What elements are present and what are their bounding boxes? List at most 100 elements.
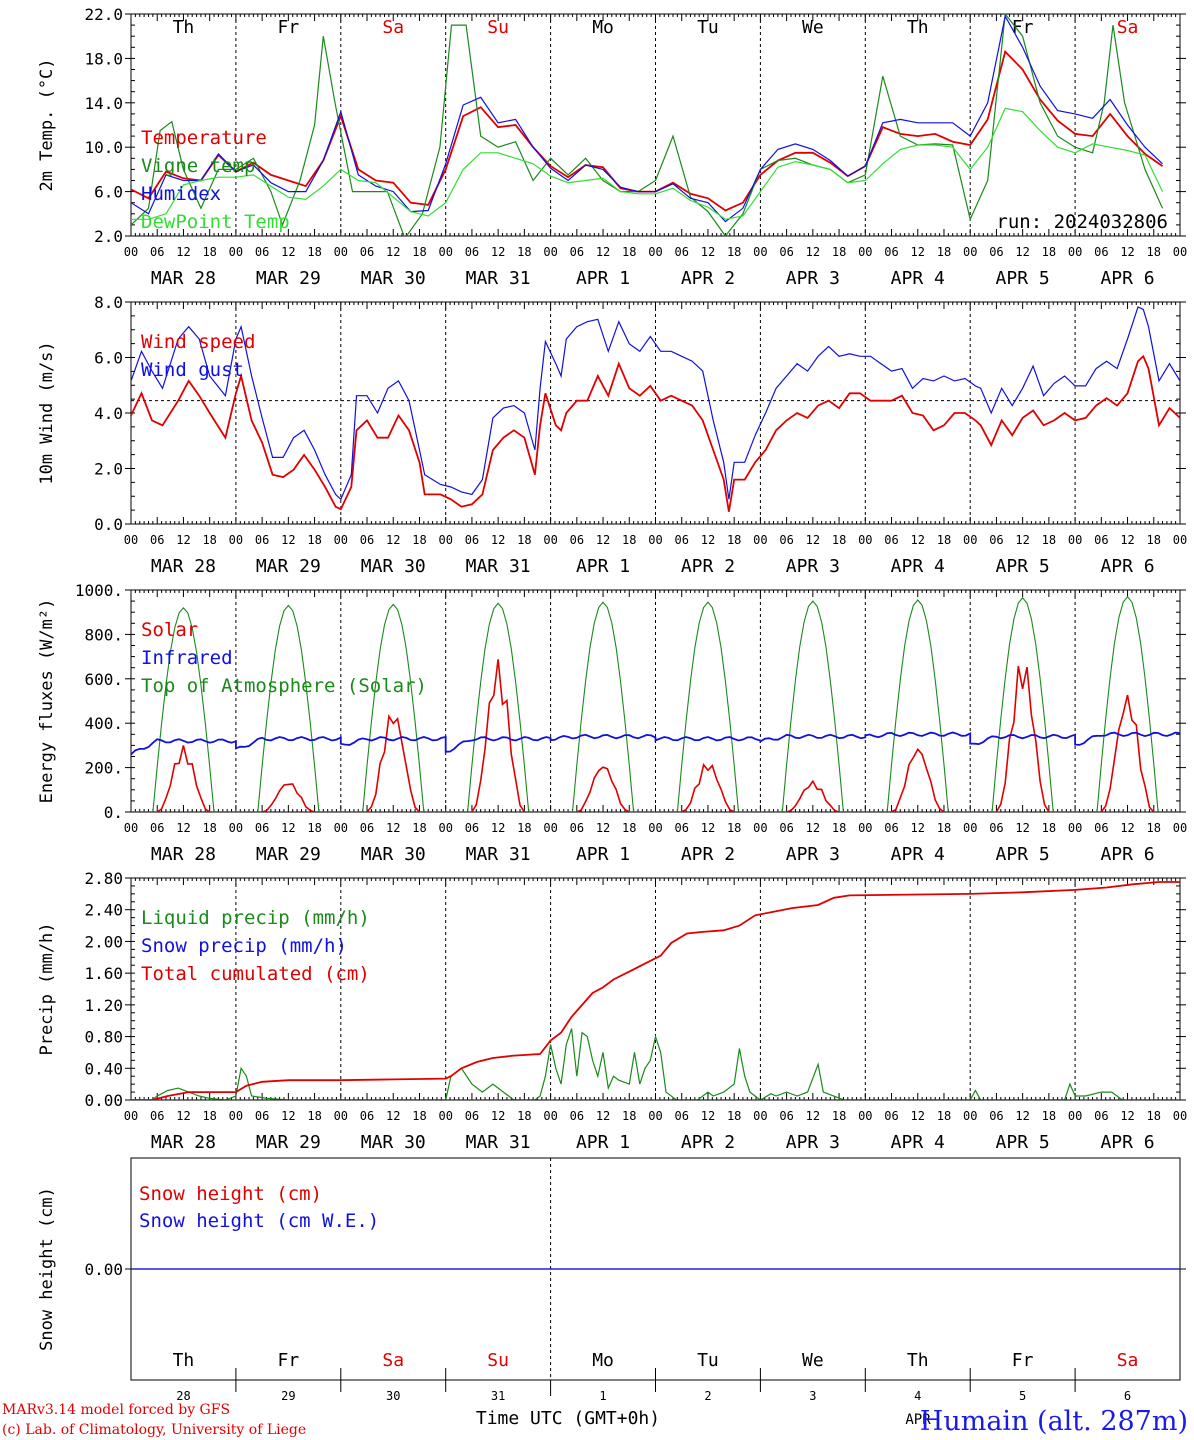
run-label: run: 2024032806 [996,211,1168,233]
hour-label: 12 [176,245,190,259]
hour-label: 18 [307,821,321,835]
hour-label: 00 [438,821,452,835]
hour-label: 00 [543,533,557,547]
hour-label: 18 [202,533,216,547]
hour-label: 06 [465,1109,479,1123]
hour-label: 00 [124,533,138,547]
y-tick-label: 2.80 [84,869,123,888]
energy-flux-panel: 1000. 800. 600. 400. 200. 0. Energy fluxes (W/… [37,581,1187,865]
hour-label: 18 [937,245,951,259]
y-tick-label: 0. [104,803,123,822]
y-tick-label: 200. [84,759,123,778]
hour-label: 00 [334,245,348,259]
x-axis-title: Time UTC (GMT+0h) [476,1408,660,1429]
hour-label: 00 [648,533,662,547]
hour-label: 12 [176,533,190,547]
hour-label: 12 [911,821,925,835]
snow-height-panel: 0.00 Snow height (cm) Snow height (cm) Snow… [37,1157,1186,1403]
day-name: Sa [1117,17,1139,38]
y-tick-label: 0.0 [94,515,123,534]
hour-label: 06 [989,821,1003,835]
hour-label: 18 [622,533,636,547]
y-axis-title: Precip (mm/h) [37,922,57,1055]
hour-label: 00 [753,821,767,835]
hour-label: 12 [701,533,715,547]
hour-label: 00 [124,1109,138,1123]
hour-label: 00 [543,245,557,259]
hour-label: 18 [937,533,951,547]
hour-label: 12 [281,245,295,259]
hour-label: 12 [701,821,715,835]
date-label: APR 2 [681,844,735,865]
hour-label: 18 [832,1109,846,1123]
date-label: APR 6 [1100,844,1154,865]
hour-label: 18 [1042,245,1056,259]
y-tick-label: 600. [84,670,123,689]
hour-label: 06 [989,245,1003,259]
day-number: 3 [809,1389,816,1403]
hour-label: 00 [858,533,872,547]
date-label: MAR 31 [466,844,531,865]
date-label: APR 4 [891,268,945,289]
y-tick-label: 14.0 [84,94,123,113]
series-lines [131,595,1180,812]
hour-label: 00 [858,1109,872,1123]
date-label: MAR 29 [256,556,321,577]
y-tick-label: 1.60 [84,964,123,983]
hour-label: 06 [674,245,688,259]
y-tick-label: 2.00 [84,932,123,951]
legend-entry: Humidex [141,183,221,205]
hour-label: 12 [176,1109,190,1123]
hour-label: 06 [1094,245,1108,259]
date-label: APR 4 [891,1132,945,1153]
hour-label: 00 [753,1109,767,1123]
date-label: MAR 30 [361,844,426,865]
hour-label: 00 [124,245,138,259]
hour-label: 18 [307,533,321,547]
hour-label: 00 [334,533,348,547]
hour-label: 18 [1042,1109,1056,1123]
precip-panel: 2.80 2.40 2.00 1.60 1.20 0.80 0.40 0.00 Precip (… [37,869,1187,1153]
hour-label: 18 [517,245,531,259]
day-name: Sa [382,1350,404,1371]
day-name: Su [487,17,509,38]
hour-label: 00 [438,245,452,259]
hour-label: 12 [701,245,715,259]
hour-label: 00 [648,1109,662,1123]
hour-label: 18 [202,1109,216,1123]
hour-label: 06 [150,533,164,547]
day-name: We [802,17,824,38]
hour-label: 18 [517,1109,531,1123]
date-label: MAR 29 [256,268,321,289]
y-tick-label: 8.0 [94,293,123,312]
hour-label: 18 [727,245,741,259]
hour-label: 12 [1015,1109,1029,1123]
date-label: MAR 29 [256,844,321,865]
day-name: Tu [697,17,719,38]
hour-label: 06 [255,245,269,259]
hour-label: 00 [1173,533,1187,547]
date-label: MAR 28 [151,844,216,865]
legend-entry: Snow precip (mm/h) [141,935,347,957]
y-axis-title: 10m Wind (m/s) [37,341,57,484]
hour-label: 06 [360,245,374,259]
hour-label: 18 [412,1109,426,1123]
hour-label: 18 [1147,245,1161,259]
day-name: Sa [382,17,404,38]
day-name: Th [173,1350,195,1371]
hour-label: 18 [727,1109,741,1123]
date-label: APR 5 [996,844,1050,865]
date-label: MAR 31 [466,1132,531,1153]
hour-label: 06 [674,821,688,835]
date-label: APR 3 [786,556,840,577]
hour-label: 12 [386,821,400,835]
liquid-precip-mm-h--line [131,1028,1180,1100]
hour-label: 06 [255,533,269,547]
hour-label: 06 [570,1109,584,1123]
legend-entry: Wind gust [141,359,244,381]
date-label: MAR 30 [361,556,426,577]
date-label: MAR 28 [151,556,216,577]
y-tick-label: 800. [84,625,123,644]
hour-label: 06 [255,821,269,835]
day-name: Fr [278,1350,300,1371]
